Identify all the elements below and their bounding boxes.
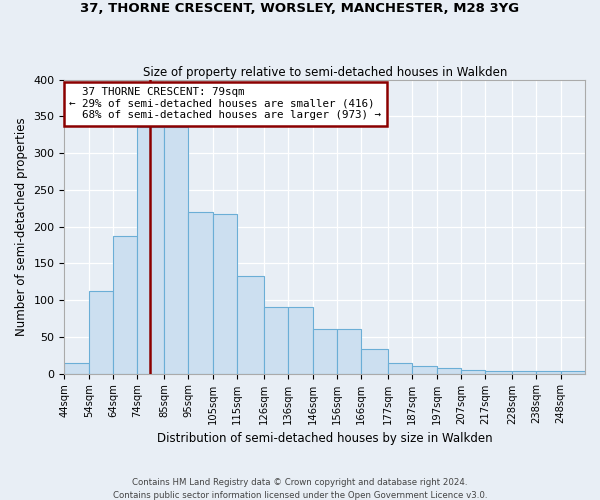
Bar — [437, 368, 461, 374]
X-axis label: Distribution of semi-detached houses by size in Walkden: Distribution of semi-detached houses by … — [157, 432, 493, 445]
Bar — [113, 236, 137, 374]
Bar — [264, 306, 288, 374]
Bar — [164, 128, 188, 374]
Bar — [485, 372, 512, 374]
Bar — [536, 372, 560, 374]
Bar — [313, 330, 337, 374]
Bar — [388, 362, 412, 374]
Bar — [461, 370, 485, 374]
Text: 37 THORNE CRESCENT: 79sqm
← 29% of semi-detached houses are smaller (416)
  68% : 37 THORNE CRESCENT: 79sqm ← 29% of semi-… — [69, 87, 381, 120]
Bar — [213, 214, 237, 374]
Bar — [89, 290, 113, 374]
Text: Contains HM Land Registry data © Crown copyright and database right 2024.
Contai: Contains HM Land Registry data © Crown c… — [113, 478, 487, 500]
Bar — [512, 372, 536, 374]
Bar — [361, 350, 388, 374]
Bar — [288, 306, 313, 374]
Bar — [560, 372, 585, 374]
Bar — [337, 330, 361, 374]
Bar — [237, 276, 264, 374]
Bar — [137, 128, 164, 374]
Bar — [188, 212, 213, 374]
Text: 37, THORNE CRESCENT, WORSLEY, MANCHESTER, M28 3YG: 37, THORNE CRESCENT, WORSLEY, MANCHESTER… — [80, 2, 520, 16]
Y-axis label: Number of semi-detached properties: Number of semi-detached properties — [15, 118, 28, 336]
Title: Size of property relative to semi-detached houses in Walkden: Size of property relative to semi-detach… — [143, 66, 507, 78]
Bar — [64, 362, 89, 374]
Bar — [412, 366, 437, 374]
